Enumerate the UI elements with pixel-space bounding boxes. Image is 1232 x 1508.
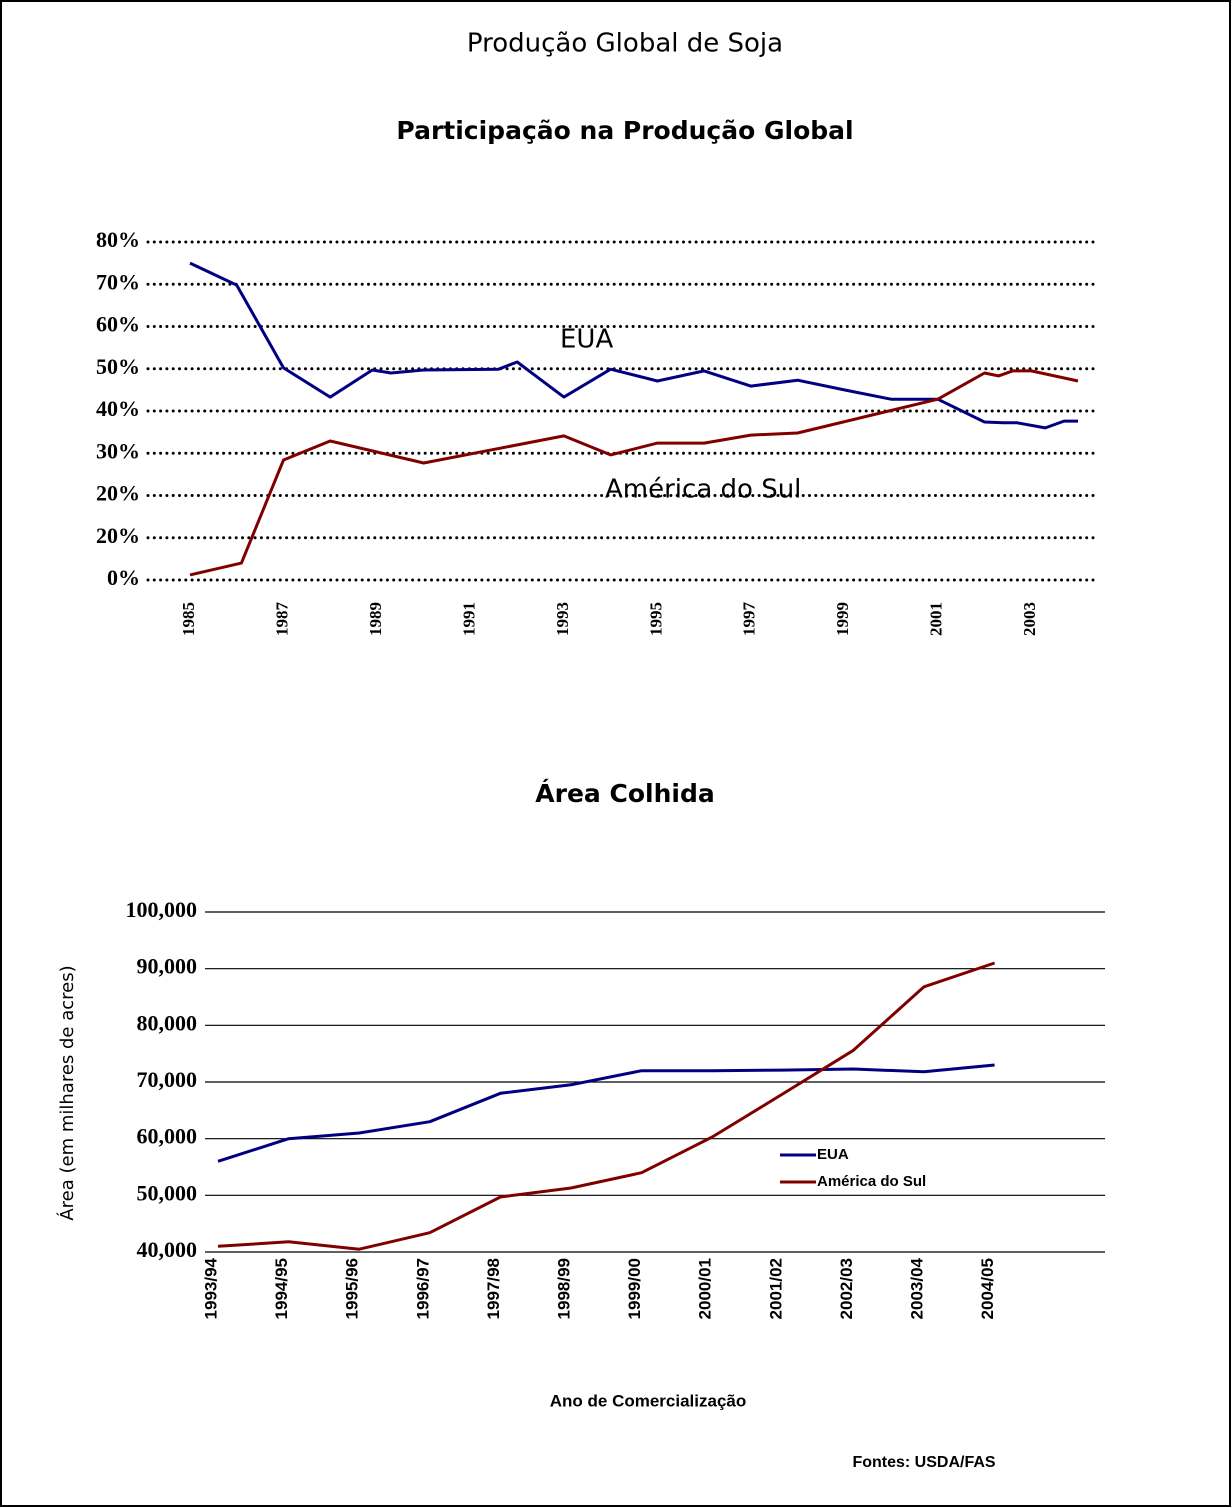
- y-tick-label: 40%: [96, 396, 140, 421]
- y-tick-label: 70,000: [137, 1067, 198, 1092]
- series-annotation: América do Sul: [605, 475, 801, 505]
- y-tick-label: 60%: [96, 312, 140, 337]
- x-tick-label: 2003/04: [907, 1257, 926, 1319]
- y-tick-label: 80%: [96, 227, 140, 252]
- page-title: Produção Global de Soja: [467, 29, 783, 59]
- x-tick-label: 2004/05: [978, 1258, 997, 1319]
- y-tick-label: 30%: [96, 438, 140, 463]
- x-tick-label: 1996/97: [413, 1258, 432, 1319]
- x-tick-label: 1993: [553, 602, 572, 636]
- series-line: [217, 961, 996, 1251]
- series-line: [217, 1063, 995, 1163]
- x-tick-label: 1995: [646, 602, 665, 636]
- series-line: [189, 369, 1079, 577]
- x-tick-label: 1991: [459, 602, 478, 636]
- x-tick-label: 2002/03: [837, 1258, 856, 1319]
- source-note: Fontes: USDA/FAS: [852, 1454, 995, 1471]
- y-tick-label: 90,000: [137, 954, 198, 979]
- x-tick-label: 1998/99: [554, 1258, 573, 1319]
- y-tick-label: 100,000: [126, 897, 198, 922]
- y-tick-label: 20%: [96, 481, 140, 506]
- y-tick-label: 60,000: [137, 1124, 198, 1149]
- x-tick-label: 1993/94: [201, 1257, 220, 1319]
- y-tick-label: 80,000: [137, 1010, 198, 1035]
- x-tick-label: 1999: [833, 602, 852, 636]
- x-tick-label: 1999/00: [625, 1258, 644, 1319]
- x-tick-label: 2001/02: [766, 1258, 785, 1319]
- chart-title: Área Colhida: [535, 779, 714, 808]
- x-tick-label: 1995/96: [343, 1258, 362, 1319]
- x-axis-label: Ano de Comercialização: [550, 1391, 747, 1410]
- legend-label: América do Sul: [817, 1173, 926, 1190]
- y-tick-label: 0%: [107, 565, 140, 590]
- y-tick-label: 20%: [96, 523, 140, 548]
- x-tick-label: 1989: [366, 602, 385, 636]
- x-tick-label: 1994/95: [272, 1258, 291, 1319]
- series-annotation: EUA: [560, 325, 613, 355]
- y-tick-label: 50,000: [137, 1180, 198, 1205]
- x-tick-label: 1997/98: [484, 1258, 503, 1319]
- series-line: [189, 261, 1078, 430]
- x-tick-label: 1985: [179, 602, 198, 636]
- legend-label: EUA: [817, 1146, 849, 1163]
- x-tick-label: 1987: [272, 602, 291, 637]
- x-tick-label: 2003: [1020, 602, 1039, 636]
- x-tick-label: 2001: [927, 602, 946, 636]
- x-tick-label: 2000/01: [696, 1258, 715, 1319]
- chart-title: Participação na Produção Global: [396, 116, 853, 145]
- y-tick-label: 70%: [96, 269, 140, 294]
- y-axis-label: Área (em milhares de acres): [56, 965, 78, 1220]
- x-tick-label: 1997: [740, 602, 759, 637]
- y-tick-label: 40,000: [137, 1237, 198, 1262]
- y-tick-label: 50%: [96, 354, 140, 379]
